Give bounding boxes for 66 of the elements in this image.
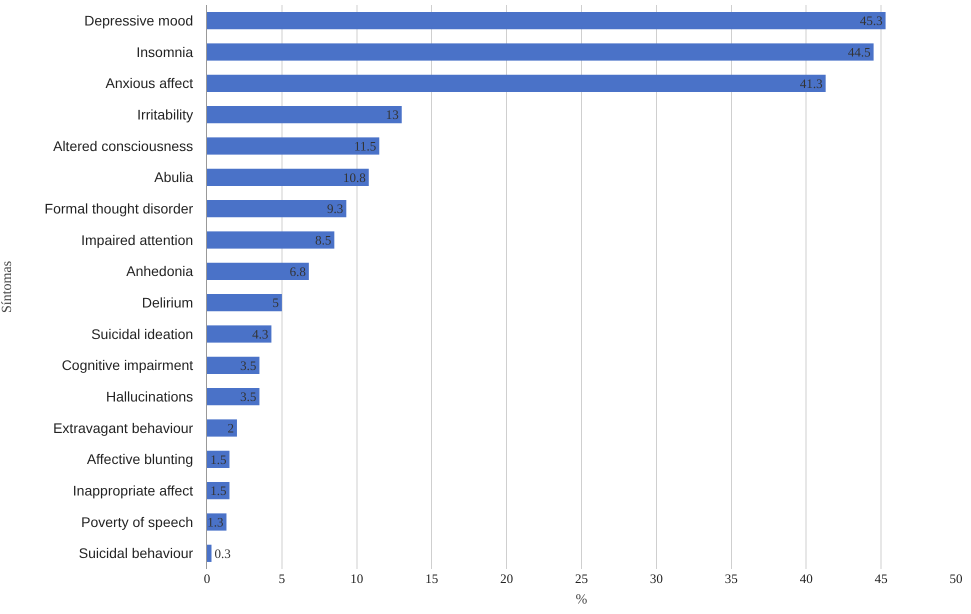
y-tick-label: Insomnia	[136, 44, 194, 60]
y-tick-label: Poverty of speech	[81, 514, 194, 530]
bar	[207, 325, 272, 343]
x-tick-label: 15	[425, 571, 438, 586]
data-label: 1.5	[210, 483, 226, 498]
y-tick-label: Altered consciousness	[53, 138, 194, 154]
bar	[207, 43, 874, 61]
y-tick-label: Hallucinations	[106, 388, 194, 405]
data-label: 0.3	[214, 546, 231, 561]
x-tick-label: 30	[650, 571, 663, 586]
data-label: 11.5	[354, 138, 376, 154]
y-tick-label: Formal thought disorder	[44, 200, 194, 217]
bar	[207, 294, 282, 312]
y-tick-label: Irritability	[137, 106, 194, 123]
data-label: 8.5	[315, 232, 332, 248]
y-tick-label: Impaired attention	[81, 232, 194, 248]
data-label: 3.5	[240, 358, 256, 373]
data-label: 1.3	[207, 514, 224, 530]
y-tick-label: Depressive mood	[84, 12, 194, 29]
x-tick-label: 25	[575, 571, 588, 586]
bar	[207, 262, 309, 280]
data-label: 1.5	[210, 452, 226, 467]
y-axis-title: Síntomas	[0, 260, 15, 314]
x-tick-label: 35	[724, 571, 738, 586]
y-tick-label: Abulia	[154, 169, 194, 186]
bar	[207, 388, 260, 406]
data-label: 5	[272, 295, 279, 310]
bar	[207, 419, 237, 437]
bar	[207, 482, 230, 500]
y-tick-label: Affective blunting	[86, 451, 194, 468]
y-tick-label: Extravagant behaviour	[53, 420, 194, 436]
bar	[207, 544, 212, 562]
y-tick-label: Inappropriate affect	[72, 482, 194, 499]
x-tick-label: 5	[278, 571, 286, 586]
bar	[207, 106, 402, 124]
y-tick-label: Suicidal behaviour	[78, 545, 194, 562]
bar	[207, 356, 260, 374]
data-label: 2	[227, 420, 234, 436]
x-tick-label: 0	[204, 571, 210, 586]
y-tick-label: Suicidal ideation	[91, 326, 194, 342]
data-label: 9.3	[327, 201, 344, 216]
data-label: 45.3	[860, 13, 883, 28]
bar	[207, 74, 826, 92]
data-label: 3.5	[240, 389, 256, 404]
data-label: 41.3	[800, 76, 823, 91]
data-label: 44.5	[848, 44, 871, 60]
x-tick-label: 40	[800, 571, 813, 586]
x-tick-label: 20	[500, 571, 514, 586]
bar	[207, 168, 369, 186]
y-tick-label: Anxious affect	[106, 75, 194, 92]
bar	[207, 12, 886, 30]
bar	[207, 200, 346, 218]
bar	[207, 137, 380, 155]
bar	[207, 231, 334, 249]
data-label: 13	[386, 107, 399, 122]
y-tick-label: Delirium	[142, 294, 194, 311]
y-tick-label: Cognitive impairment	[62, 357, 194, 374]
x-tick-label: 45	[874, 571, 888, 586]
x-tick-label: 50	[950, 571, 962, 586]
data-label: 6.8	[290, 264, 306, 279]
x-tick-label: 10	[350, 571, 364, 586]
x-axis-title: %	[576, 592, 588, 608]
data-label: 10.8	[343, 170, 366, 185]
data-label: 4.3	[252, 326, 268, 342]
bar	[207, 450, 230, 468]
y-tick-label: Anhedonia	[126, 263, 194, 280]
